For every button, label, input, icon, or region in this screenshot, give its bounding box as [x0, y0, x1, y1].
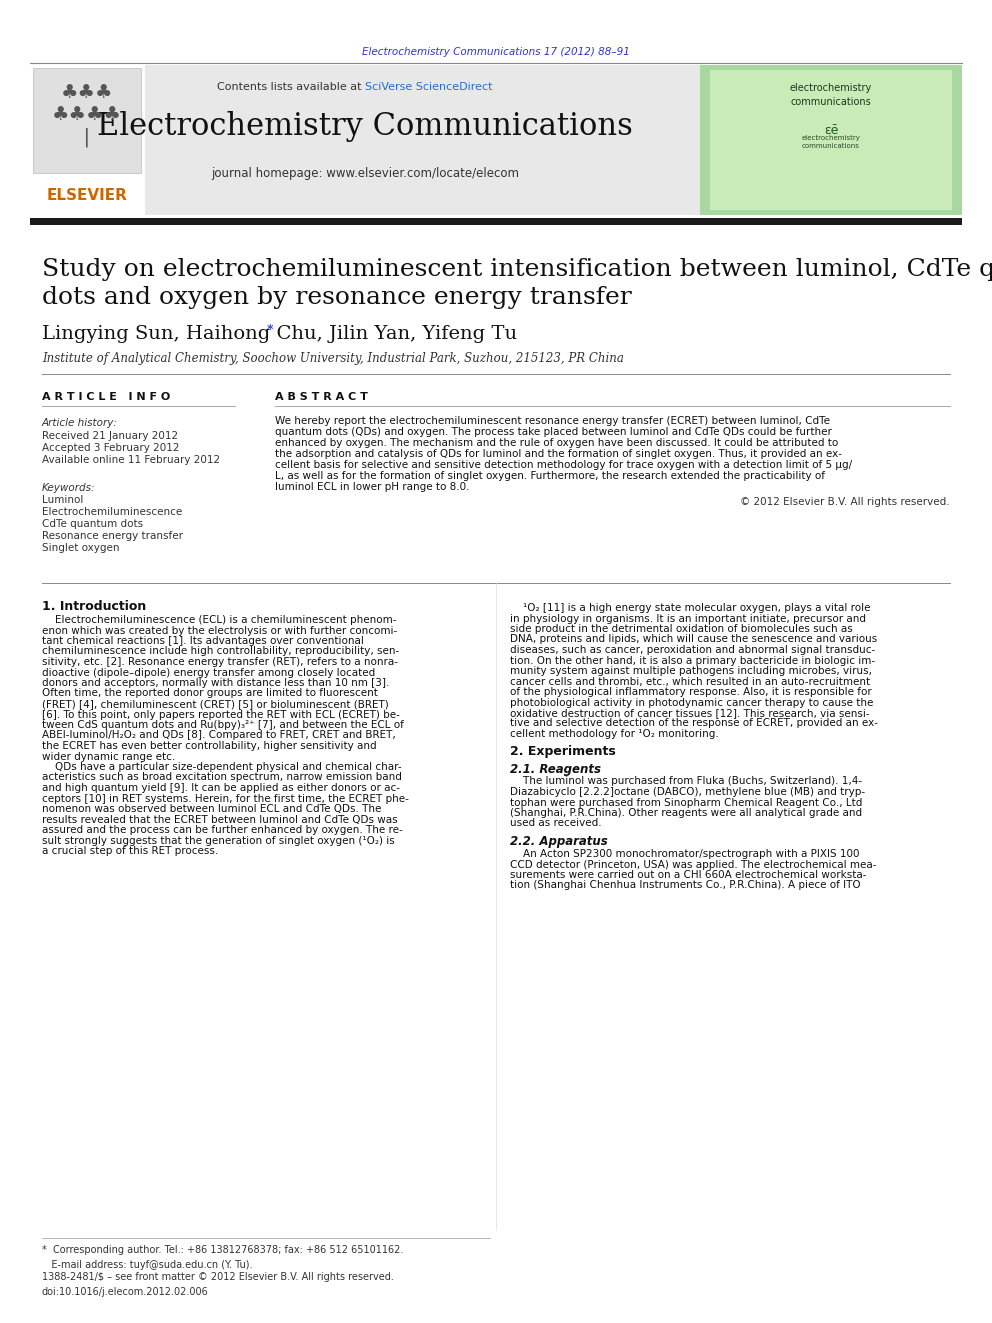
Text: CCD detector (Princeton, USA) was applied. The electrochemical mea-: CCD detector (Princeton, USA) was applie…	[510, 860, 877, 869]
Text: L, as well as for the formation of singlet oxygen. Furthermore, the research ext: L, as well as for the formation of singl…	[275, 471, 825, 482]
Text: Institute of Analytical Chemistry, Soochow University, Industrial Park, Suzhou, : Institute of Analytical Chemistry, Sooch…	[42, 352, 624, 365]
Text: tophan were purchased from Sinopharm Chemical Reagent Co., Ltd: tophan were purchased from Sinopharm Che…	[510, 798, 862, 807]
Text: munity system against multiple pathogens including microbes, virus,: munity system against multiple pathogens…	[510, 665, 872, 676]
Text: SciVerse ScienceDirect: SciVerse ScienceDirect	[365, 82, 492, 93]
Text: cancer cells and thrombi, etc., which resulted in an auto-recruitment: cancer cells and thrombi, etc., which re…	[510, 676, 870, 687]
Text: and high quantum yield [9]. It can be applied as either donors or ac-: and high quantum yield [9]. It can be ap…	[42, 783, 400, 792]
Text: donors and acceptors, normally with distance less than 10 nm [3].: donors and acceptors, normally with dist…	[42, 677, 390, 688]
Text: results revealed that the ECRET between luminol and CdTe QDs was: results revealed that the ECRET between …	[42, 815, 398, 824]
Text: 2.2. Apparatus: 2.2. Apparatus	[510, 835, 608, 848]
Text: tant chemical reactions [1]. Its advantages over conventional: tant chemical reactions [1]. Its advanta…	[42, 636, 364, 646]
Bar	[710, 70, 952, 210]
Text: side product in the detrimental oxidation of biomolecules such as: side product in the detrimental oxidatio…	[510, 624, 853, 634]
Text: photobiological activity in photodynamic cancer therapy to cause the: photobiological activity in photodynamic…	[510, 697, 873, 708]
Text: An Acton SP2300 monochromator/spectrograph with a PIXIS 100: An Acton SP2300 monochromator/spectrogra…	[510, 849, 859, 859]
Text: ELSEVIER: ELSEVIER	[47, 188, 127, 202]
Bar	[30, 218, 962, 225]
Text: Electrochemistry Communications: Electrochemistry Communications	[97, 111, 633, 143]
Text: DNA, proteins and lipids, which will cause the senescence and various: DNA, proteins and lipids, which will cau…	[510, 635, 877, 644]
Text: Lingying Sun, Haihong Chu, Jilin Yan, Yifeng Tu: Lingying Sun, Haihong Chu, Jilin Yan, Yi…	[42, 325, 517, 343]
Text: assured and the process can be further enhanced by oxygen. The re-: assured and the process can be further e…	[42, 826, 403, 835]
Text: cellent basis for selective and sensitive detection methodology for trace oxygen: cellent basis for selective and sensitiv…	[275, 460, 852, 470]
Bar	[30, 65, 145, 216]
Bar	[30, 65, 700, 216]
Text: cellent methodology for ¹O₂ monitoring.: cellent methodology for ¹O₂ monitoring.	[510, 729, 719, 740]
Text: wider dynamic range etc.: wider dynamic range etc.	[42, 751, 176, 762]
Text: Resonance energy transfer: Resonance energy transfer	[42, 531, 183, 541]
Text: tween CdS quantum dots and Ru(bpy)₃²⁺ [7], and between the ECL of: tween CdS quantum dots and Ru(bpy)₃²⁺ [7…	[42, 720, 404, 730]
Text: used as received.: used as received.	[510, 819, 601, 828]
Text: enon which was created by the electrolysis or with further concomi-: enon which was created by the electrolys…	[42, 626, 397, 635]
Text: Singlet oxygen: Singlet oxygen	[42, 542, 119, 553]
Text: Accepted 3 February 2012: Accepted 3 February 2012	[42, 443, 180, 452]
Text: the adsorption and catalysis of QDs for luminol and the formation of singlet oxy: the adsorption and catalysis of QDs for …	[275, 448, 842, 459]
Text: (Shanghai, P.R.China). Other reagents were all analytical grade and: (Shanghai, P.R.China). Other reagents we…	[510, 808, 862, 818]
Text: of the physiological inflammatory response. Also, it is responsible for: of the physiological inflammatory respon…	[510, 687, 872, 697]
Text: A B S T R A C T: A B S T R A C T	[275, 392, 368, 402]
Text: 1388-2481/$ – see front matter © 2012 Elsevier B.V. All rights reserved.
doi:10.: 1388-2481/$ – see front matter © 2012 El…	[42, 1271, 394, 1297]
Text: A R T I C L E   I N F O: A R T I C L E I N F O	[42, 392, 171, 402]
Text: ceptors [10] in RET systems. Herein, for the first time, the ECRET phe-: ceptors [10] in RET systems. Herein, for…	[42, 794, 409, 803]
Text: 1. Introduction: 1. Introduction	[42, 601, 146, 613]
Text: εē: εē	[823, 123, 838, 136]
Text: acteristics such as broad excitation spectrum, narrow emission band: acteristics such as broad excitation spe…	[42, 773, 402, 782]
Text: Received 21 January 2012: Received 21 January 2012	[42, 431, 179, 441]
Text: tive and selective detection of the response of ECRET, provided an ex-: tive and selective detection of the resp…	[510, 718, 878, 729]
Text: a crucial step of this RET process.: a crucial step of this RET process.	[42, 845, 218, 856]
Text: tion. On the other hand, it is also a primary bactericide in biologic im-: tion. On the other hand, it is also a pr…	[510, 655, 875, 665]
Text: luminol ECL in lower pH range to 8.0.: luminol ECL in lower pH range to 8.0.	[275, 482, 469, 492]
Text: ABEI-luminol/H₂O₂ and QDs [8]. Compared to FRET, CRET and BRET,: ABEI-luminol/H₂O₂ and QDs [8]. Compared …	[42, 730, 396, 741]
Text: *: *	[267, 323, 274, 336]
Text: (FRET) [4], chemiluminescent (CRET) [5] or bioluminescent (BRET): (FRET) [4], chemiluminescent (CRET) [5] …	[42, 699, 389, 709]
Text: 2.1. Reagents: 2.1. Reagents	[510, 762, 601, 775]
Text: Article history:: Article history:	[42, 418, 118, 429]
Text: quantum dots (QDs) and oxygen. The process take placed between luminol and CdTe : quantum dots (QDs) and oxygen. The proce…	[275, 427, 832, 437]
Text: ♣♣♣
♣♣♣♣
  |: ♣♣♣ ♣♣♣♣ |	[52, 83, 122, 147]
Text: the ECRET has even better controllability, higher sensitivity and: the ECRET has even better controllabilit…	[42, 741, 377, 751]
Text: electrochemistry
communications: electrochemistry communications	[790, 83, 872, 107]
Text: Contents lists available at: Contents lists available at	[217, 82, 365, 93]
Bar	[700, 65, 962, 216]
Text: Electrochemiluminescence: Electrochemiluminescence	[42, 507, 183, 517]
Text: We hereby report the electrochemiluminescent resonance energy transfer (ECRET) b: We hereby report the electrochemilumines…	[275, 415, 830, 426]
Text: Diazabicyclo [2.2.2]octane (DABCO), methylene blue (MB) and tryp-: Diazabicyclo [2.2.2]octane (DABCO), meth…	[510, 787, 865, 796]
Text: Luminol: Luminol	[42, 495, 83, 505]
Text: diseases, such as cancer, peroxidation and abnormal signal transduc-: diseases, such as cancer, peroxidation a…	[510, 646, 875, 655]
Text: *  Corresponding author. Tel.: +86 13812768378; fax: +86 512 65101162.
   E-mail: * Corresponding author. Tel.: +86 138127…	[42, 1245, 404, 1270]
Text: tion (Shanghai Chenhua Instruments Co., P.R.China). A piece of ITO: tion (Shanghai Chenhua Instruments Co., …	[510, 881, 861, 890]
Text: nomenon was observed between luminol ECL and CdTe QDs. The: nomenon was observed between luminol ECL…	[42, 804, 381, 814]
Text: Keywords:: Keywords:	[42, 483, 95, 493]
Text: [6]. To this point, only papers reported the RET with ECL (ECRET) be-: [6]. To this point, only papers reported…	[42, 709, 400, 720]
Text: surements were carried out on a CHI 660A electrochemical worksta-: surements were carried out on a CHI 660A…	[510, 871, 866, 880]
Text: Electrochemistry Communications 17 (2012) 88–91: Electrochemistry Communications 17 (2012…	[362, 48, 630, 57]
Text: Often time, the reported donor groups are limited to fluorescent: Often time, the reported donor groups ar…	[42, 688, 378, 699]
Text: QDs have a particular size-dependent physical and chemical char-: QDs have a particular size-dependent phy…	[42, 762, 402, 773]
Text: CdTe quantum dots: CdTe quantum dots	[42, 519, 143, 529]
Text: Electrochemiluminescence (ECL) is a chemiluminescent phenom-: Electrochemiluminescence (ECL) is a chem…	[42, 615, 397, 624]
Text: dioactive (dipole–dipole) energy transfer among closely located: dioactive (dipole–dipole) energy transfe…	[42, 668, 375, 677]
Text: sult strongly suggests that the generation of singlet oxygen (¹O₂) is: sult strongly suggests that the generati…	[42, 836, 395, 845]
Text: © 2012 Elsevier B.V. All rights reserved.: © 2012 Elsevier B.V. All rights reserved…	[740, 497, 950, 507]
Text: Available online 11 February 2012: Available online 11 February 2012	[42, 455, 220, 464]
Text: 2. Experiments: 2. Experiments	[510, 745, 616, 758]
Text: The luminol was purchased from Fluka (Buchs, Switzerland). 1,4-: The luminol was purchased from Fluka (Bu…	[510, 777, 862, 786]
Text: in physiology in organisms. It is an important initiate, precursor and: in physiology in organisms. It is an imp…	[510, 614, 866, 623]
Text: sitivity, etc. [2]. Resonance energy transfer (RET), refers to a nonra-: sitivity, etc. [2]. Resonance energy tra…	[42, 658, 398, 667]
Text: Study on electrochemiluminescent intensification between luminol, CdTe quantum
d: Study on electrochemiluminescent intensi…	[42, 258, 992, 310]
Text: enhanced by oxygen. The mechanism and the rule of oxygen have been discussed. It: enhanced by oxygen. The mechanism and th…	[275, 438, 838, 448]
Text: oxidative destruction of cancer tissues [12]. This research, via sensi-: oxidative destruction of cancer tissues …	[510, 708, 870, 718]
Text: chemiluminescence include high controllability, reproducibility, sen-: chemiluminescence include high controlla…	[42, 647, 399, 656]
Text: ¹O₂ [11] is a high energy state molecular oxygen, plays a vital role: ¹O₂ [11] is a high energy state molecula…	[510, 603, 871, 613]
Bar	[33, 67, 141, 173]
Text: electrochemistry
communications: electrochemistry communications	[802, 135, 860, 149]
Text: journal homepage: www.elsevier.com/locate/elecom: journal homepage: www.elsevier.com/locat…	[211, 167, 519, 180]
